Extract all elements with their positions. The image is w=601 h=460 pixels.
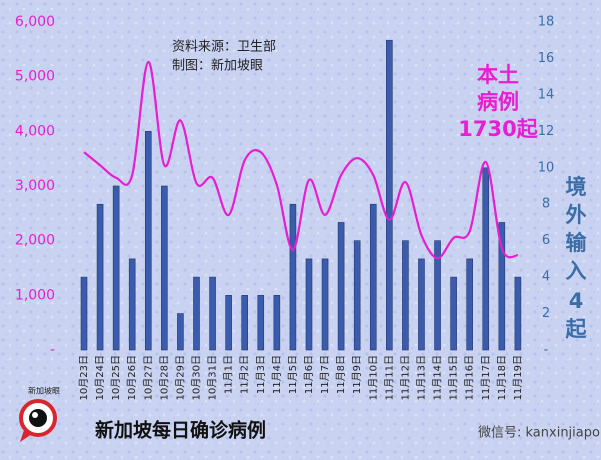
x-tick-label: 10月23日 [78, 355, 90, 400]
bar [321, 258, 329, 351]
bar [80, 276, 88, 351]
x-tick-label: 10月30日 [190, 355, 202, 400]
bar [514, 276, 522, 351]
local-note: 病例 [477, 90, 519, 114]
x-tick-label: 11月7日 [319, 355, 331, 394]
bar [193, 276, 200, 351]
import-note: 外 [566, 203, 587, 227]
bar [225, 295, 232, 351]
x-tick-label: 10月29日 [174, 355, 186, 400]
y-tick-label: 1,000 [15, 287, 55, 303]
y2-tick-label: 12 [538, 124, 555, 139]
x-tick-label: 10月25日 [110, 355, 122, 400]
bar [466, 258, 473, 351]
y-tick-label: 5,000 [15, 69, 55, 85]
y2-tick-label: 10 [538, 160, 555, 175]
logo: 新加坡眼 [19, 386, 60, 442]
x-tick-label: 11月6日 [303, 355, 315, 394]
bar [450, 276, 457, 351]
bar [289, 203, 297, 351]
x-tick-label: 11月15日 [448, 355, 460, 400]
bar [273, 295, 281, 351]
y2-tick-label: 18 [538, 15, 555, 30]
chart-title: 新加坡每日确诊病例 [95, 419, 266, 442]
bar [257, 295, 265, 351]
x-tick-label: 10月31日 [207, 355, 219, 400]
import-note: 起 [565, 317, 588, 341]
bar [305, 258, 313, 351]
x-tick-label: 10月26日 [126, 355, 138, 400]
import-note: 4 [569, 289, 584, 313]
bar [161, 185, 168, 351]
bar [402, 240, 409, 351]
line [83, 60, 519, 260]
bar [482, 167, 490, 351]
bar [144, 131, 152, 351]
y-tick-label: 3,000 [15, 178, 55, 194]
x-tick-label: 11月13日 [415, 355, 427, 400]
bar [369, 203, 377, 351]
y2-tick-label: 14 [538, 87, 555, 102]
x-tick-label: 11月10日 [367, 355, 379, 400]
local-note: 本土 [477, 63, 519, 87]
bar [96, 203, 104, 351]
bar [241, 295, 248, 351]
x-tick-label: 11月16日 [464, 355, 476, 400]
x-tick-label: 10月28日 [158, 355, 170, 400]
x-tick-label: 11月12日 [399, 355, 411, 400]
x-tick-label: 11月4日 [271, 355, 283, 394]
y-tick-label: 6,000 [15, 14, 55, 30]
y-tick-label: 2,000 [15, 233, 55, 249]
watermark: 微信号: kanxinjiapo [478, 426, 600, 441]
x-tick-label: 10月27日 [142, 355, 154, 400]
bar [498, 222, 506, 351]
y-tick-label: 4,000 [15, 123, 55, 139]
logo-text: 新加坡眼 [28, 386, 60, 396]
bar [418, 258, 425, 351]
x-tick-label: 11月18日 [496, 355, 508, 400]
x-tick-label: 11月2日 [239, 355, 251, 394]
bar [209, 276, 216, 351]
x-tick-label: 10月24日 [94, 355, 106, 400]
import-note: 输 [566, 231, 588, 255]
bar [128, 258, 136, 351]
credit: 制图：新加坡眼 [172, 58, 263, 74]
import-note: 境 [566, 175, 587, 199]
bar [386, 39, 393, 351]
y2-tick-label: - [544, 343, 549, 358]
x-tick-label: 11月14日 [432, 355, 444, 400]
x-tick-label: 11月5日 [287, 355, 299, 394]
source: 资料来源：卫生部 [172, 40, 276, 55]
bar [353, 240, 361, 351]
y-tick-label: - [50, 342, 55, 358]
bar [112, 185, 120, 351]
y2-tick-label: 6 [542, 233, 550, 248]
y2-tick-label: 2 [542, 306, 550, 321]
x-tick-label: 11月19日 [512, 355, 524, 400]
bar [177, 313, 184, 351]
y2-tick-label: 8 [542, 197, 550, 212]
x-tick-label: 11月3日 [255, 355, 267, 394]
local-note: 1730起 [458, 117, 538, 141]
y2-tick-label: 4 [542, 270, 550, 285]
import-note: 入 [566, 259, 587, 283]
x-tick-label: 11月9日 [351, 355, 363, 394]
bar [434, 240, 441, 351]
bar [337, 222, 345, 351]
x-tick-label: 11月11日 [383, 355, 395, 400]
x-tick-label: 11月17日 [480, 355, 492, 400]
y2-tick-label: 16 [538, 51, 555, 66]
x-tick-label: 11月8日 [335, 355, 347, 394]
x-tick-label: 11月1日 [223, 355, 235, 394]
